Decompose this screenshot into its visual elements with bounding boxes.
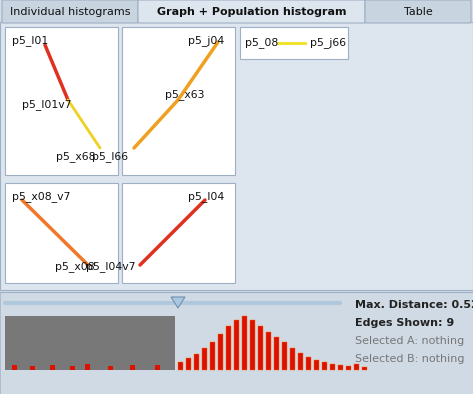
Text: p5_x08: p5_x08 [55, 261, 95, 272]
Text: p5_x08_v7: p5_x08_v7 [12, 191, 70, 202]
Text: p5_08: p5_08 [245, 37, 278, 48]
Text: Graph + Population histogram: Graph + Population histogram [157, 7, 346, 17]
Bar [338, 365, 343, 370]
Bar [50, 365, 55, 370]
Text: p5_x68: p5_x68 [55, 151, 95, 162]
Bar [5, 183, 118, 283]
Text: p5_l01: p5_l01 [12, 35, 48, 46]
Text: p5_l66: p5_l66 [92, 151, 128, 162]
Text: p5_j04: p5_j04 [188, 35, 224, 46]
Bar [202, 348, 207, 370]
Bar [210, 342, 215, 370]
Bar [70, 366, 75, 370]
Bar [274, 337, 279, 370]
Text: Max. Distance: 0.52: Max. Distance: 0.52 [355, 300, 473, 310]
Bar [242, 316, 247, 370]
Bar [362, 367, 367, 370]
Text: Individual histograms: Individual histograms [10, 7, 130, 17]
FancyBboxPatch shape [365, 0, 471, 23]
Bar [186, 358, 191, 370]
Bar [290, 348, 295, 370]
Bar [250, 320, 255, 370]
Text: p5_l01v7: p5_l01v7 [22, 100, 71, 110]
Text: p5_x63: p5_x63 [165, 89, 204, 100]
Bar [5, 27, 118, 175]
Bar [266, 332, 271, 370]
Bar [298, 353, 303, 370]
Bar [5, 316, 175, 370]
Text: Edges Shown: 9: Edges Shown: 9 [355, 318, 454, 328]
Polygon shape [171, 297, 185, 308]
Bar [178, 362, 183, 370]
Bar [155, 365, 160, 370]
Bar [0, 292, 473, 394]
Text: p5_j66: p5_j66 [310, 37, 346, 48]
Bar [346, 366, 351, 370]
Text: Selected B: nothing: Selected B: nothing [355, 354, 464, 364]
Bar [30, 366, 35, 370]
Bar [122, 27, 235, 175]
Bar [306, 357, 311, 370]
Bar [85, 364, 90, 370]
Text: Table: Table [403, 7, 432, 17]
Bar [226, 326, 231, 370]
Bar [240, 27, 348, 59]
Bar [330, 364, 335, 370]
Bar [194, 354, 199, 370]
Bar [282, 342, 287, 370]
FancyBboxPatch shape [2, 0, 138, 23]
Text: p5_l04: p5_l04 [188, 191, 224, 202]
Bar [354, 364, 359, 370]
Bar [218, 334, 223, 370]
Bar [0, 22, 473, 290]
Bar [122, 183, 235, 283]
Text: p5_l04v7: p5_l04v7 [86, 261, 135, 272]
Text: Selected A: nothing: Selected A: nothing [355, 336, 464, 346]
Bar [108, 366, 113, 370]
Bar [130, 365, 135, 370]
Bar [314, 360, 319, 370]
Bar [12, 365, 17, 370]
Bar [258, 326, 263, 370]
Bar [322, 362, 327, 370]
FancyBboxPatch shape [138, 0, 365, 23]
Bar [234, 320, 239, 370]
